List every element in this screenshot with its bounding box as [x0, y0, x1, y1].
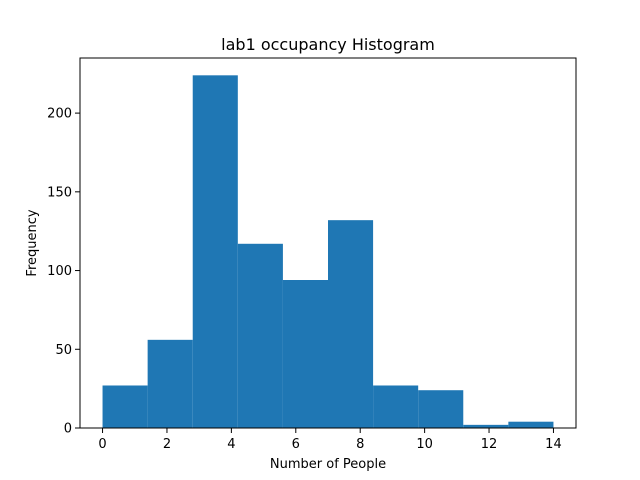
- y-axis-label: Frequency: [25, 209, 40, 276]
- histogram-bar: [373, 385, 419, 428]
- x-tick-label: 8: [356, 437, 364, 452]
- x-tick-label: 12: [481, 437, 498, 452]
- plot-frame: [79, 57, 577, 429]
- histogram-bar: [282, 280, 328, 428]
- histogram-bar: [237, 243, 283, 428]
- histogram-bar: [102, 385, 148, 428]
- x-tick-label: 14: [545, 437, 562, 452]
- histogram-bar: [508, 421, 554, 428]
- x-tick-label: 10: [416, 437, 433, 452]
- y-tick-label: 100: [47, 264, 72, 279]
- y-axis-ticks: 0 50 100 150 200: [47, 107, 80, 437]
- x-tick-label: 0: [98, 437, 106, 452]
- histogram-bar: [463, 424, 509, 428]
- chart-title: lab1 occupancy Histogram: [221, 35, 435, 54]
- y-tick-label: 150: [47, 185, 72, 200]
- x-tick-label: 6: [292, 437, 300, 452]
- x-tick-label: 4: [227, 437, 235, 452]
- x-axis-ticks: 0 2 4 6 8 10 12 14: [98, 428, 562, 452]
- histogram-bar: [418, 390, 464, 428]
- y-tick-label: 0: [64, 422, 72, 437]
- y-tick-label: 50: [55, 343, 72, 358]
- x-axis-label: Number of People: [270, 457, 386, 472]
- histogram-bar: [192, 75, 238, 428]
- histogram-bar: [147, 339, 193, 428]
- bars-group: [102, 75, 554, 428]
- histogram-bar: [328, 220, 374, 428]
- x-tick-label: 2: [163, 437, 171, 452]
- y-tick-label: 200: [47, 107, 72, 122]
